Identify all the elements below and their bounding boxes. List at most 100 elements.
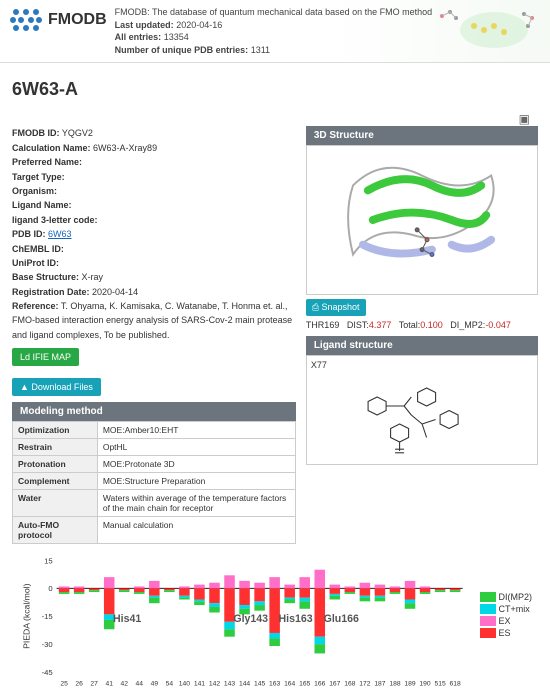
ligand-viewer[interactable]: X77 <box>306 355 538 465</box>
base-struct-label: Base Structure: <box>12 272 79 282</box>
all-entries-label: All entries: <box>115 32 162 42</box>
fmodb-id-label: FMODB ID: <box>12 128 60 138</box>
page-title: 6W63-A <box>12 79 538 100</box>
modeling-key: Water <box>13 490 98 517</box>
modeling-value: MOE:Amber10:EHT <box>97 422 295 439</box>
page-header: FMODB FMODB: The database of quantum mec… <box>0 0 550 63</box>
modeling-value: MOE:Structure Preparation <box>97 473 295 490</box>
svg-text:143: 143 <box>224 681 235 688</box>
header-meta: FMODB: The database of quantum mechanica… <box>115 6 433 56</box>
ligand-name-label: Ligand Name: <box>12 200 72 210</box>
chembl-label: ChEMBL ID: <box>12 244 64 254</box>
pref-name-label: Preferred Name: <box>12 157 82 167</box>
pdb-id-label: PDB ID: <box>12 229 46 239</box>
svg-text:167: 167 <box>329 681 340 688</box>
modeling-key: Restrain <box>13 439 98 456</box>
snapshot-button[interactable]: ⎙ Snapshot <box>306 299 366 316</box>
unique-pdb-value: 1311 <box>251 45 270 55</box>
svg-text:189: 189 <box>404 681 415 688</box>
last-updated-label: Last updated: <box>115 20 174 30</box>
dimp2-label: DI_MP2: <box>450 320 485 330</box>
dist-label: DIST: <box>347 320 369 330</box>
distance-readout: THR169 DIST:4.377 Total:0.100 DI_MP2:-0.… <box>306 320 538 330</box>
reg-date-label: Registration Date: <box>12 287 90 297</box>
collapse-icon[interactable]: ▣ <box>12 112 538 126</box>
dist-value: 4.377 <box>369 320 392 330</box>
ligand-code-label: ligand 3-letter code: <box>12 215 98 225</box>
svg-text:618: 618 <box>450 681 461 688</box>
svg-text:166: 166 <box>314 681 325 688</box>
svg-text:140: 140 <box>179 681 190 688</box>
svg-text:His41: His41 <box>113 613 141 625</box>
svg-text:54: 54 <box>166 681 174 688</box>
svg-text:187: 187 <box>374 681 385 688</box>
svg-text:-30: -30 <box>42 640 53 649</box>
reference-label: Reference: <box>12 301 59 311</box>
dimp2-value: -0.047 <box>485 320 511 330</box>
svg-text:172: 172 <box>359 681 370 688</box>
modeling-value: Manual calculation <box>97 517 295 544</box>
calc-name-value: 6W63-A-Xray89 <box>93 143 157 153</box>
ligand-panel-header: Ligand structure <box>306 336 538 355</box>
svg-text:15: 15 <box>44 557 53 566</box>
logo-text: FMODB <box>48 11 107 29</box>
svg-text:0: 0 <box>48 584 52 593</box>
organism-label: Organism: <box>12 186 57 196</box>
svg-text:27: 27 <box>90 681 98 688</box>
svg-text:49: 49 <box>151 681 159 688</box>
calc-name-label: Calculation Name: <box>12 143 91 153</box>
unique-pdb-label: Number of unique PDB entries: <box>115 45 249 55</box>
svg-text:142: 142 <box>209 681 220 688</box>
metadata-list: FMODB ID: YQGV2 Calculation Name: 6W63-A… <box>12 126 296 342</box>
svg-text:Gly143: Gly143 <box>233 613 268 625</box>
svg-text:41: 41 <box>105 681 113 688</box>
last-updated-value: 2020-04-16 <box>176 20 222 30</box>
svg-text:Glu166: Glu166 <box>324 613 359 625</box>
svg-text:-15: -15 <box>42 612 53 621</box>
fmodb-id-value: YQGV2 <box>62 128 93 138</box>
svg-text:190: 190 <box>419 681 430 688</box>
modeling-value: MOE:Protonate 3D <box>97 456 295 473</box>
svg-text:His163: His163 <box>278 613 312 625</box>
logo-icon <box>8 6 44 34</box>
svg-text:163: 163 <box>269 681 280 688</box>
header-molecule-icon <box>424 4 544 52</box>
pieda-chart: -45 -30 -15 0 15 PIEDA (kcal/mol) 25 26 27 41 42 44… <box>12 552 538 692</box>
modeling-key: Optimization <box>13 422 98 439</box>
svg-text:515: 515 <box>434 681 445 688</box>
svg-text:-45: -45 <box>42 668 53 677</box>
header-subtitle: FMODB: The database of quantum mechanica… <box>115 6 433 19</box>
modeling-key: Complement <box>13 473 98 490</box>
svg-text:165: 165 <box>299 681 310 688</box>
svg-text:188: 188 <box>389 681 400 688</box>
svg-text:145: 145 <box>254 681 265 688</box>
download-files-button[interactable]: ▲ Download Files <box>12 378 101 396</box>
target-type-label: Target Type: <box>12 172 65 182</box>
total-label: Total: <box>399 320 421 330</box>
svg-text:144: 144 <box>239 681 250 688</box>
modeling-key: Auto-FMO protocol <box>13 517 98 544</box>
modeling-table: OptimizationMOE:Amber10:EHTRestrainOptHL… <box>12 421 296 544</box>
uniprot-label: UniProt ID: <box>12 258 59 268</box>
modeling-value: OptHL <box>97 439 295 456</box>
protein-ribbon-icon <box>307 146 537 294</box>
modeling-panel-header: Modeling method <box>12 402 296 421</box>
svg-text:44: 44 <box>136 681 144 688</box>
svg-text:26: 26 <box>75 681 83 688</box>
pdb-id-link[interactable]: 6W63 <box>48 229 72 239</box>
logo[interactable]: FMODB <box>8 6 107 34</box>
ligand-name: X77 <box>311 360 327 370</box>
all-entries-value: 13354 <box>164 32 189 42</box>
modeling-key: Protonation <box>13 456 98 473</box>
svg-text:141: 141 <box>194 681 205 688</box>
structure3d-viewer[interactable] <box>306 145 538 295</box>
svg-text:25: 25 <box>60 681 68 688</box>
svg-text:PIEDA (kcal/mol): PIEDA (kcal/mol) <box>22 584 32 650</box>
total-value: 0.100 <box>420 320 443 330</box>
modeling-value: Waters within average of the temperature… <box>97 490 295 517</box>
svg-text:42: 42 <box>121 681 129 688</box>
ligand-2d-icon <box>311 370 533 460</box>
chart-legend: DI(MP2)CT+mixEXES <box>480 592 533 640</box>
structure3d-panel-header: 3D Structure <box>306 126 538 145</box>
ifie-map-button[interactable]: Ld IFIE MAP <box>12 348 79 366</box>
